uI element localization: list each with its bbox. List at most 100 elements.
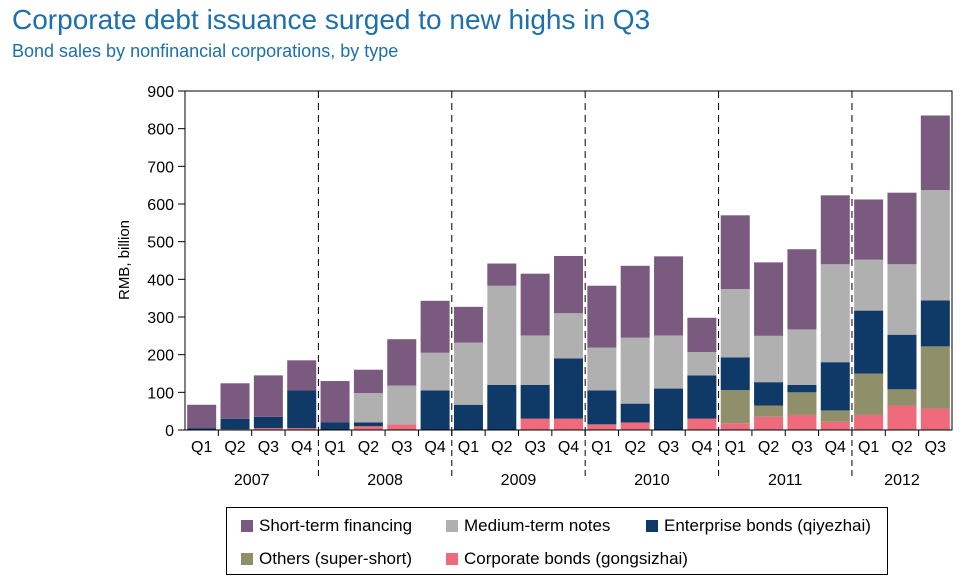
- bar-segment-others: [787, 392, 817, 415]
- legend-swatch-enterprise: [646, 520, 658, 532]
- x-tick-label: Q1: [191, 439, 212, 456]
- y-tick-label: 600: [147, 197, 174, 214]
- y-tick-label: 500: [147, 235, 174, 252]
- bar-segment-enterprise: [787, 384, 817, 393]
- bar-segment-others: [754, 405, 784, 417]
- bar-segment-short_term: [720, 215, 750, 290]
- legend-item-others: Others (super-short): [241, 549, 412, 569]
- y-axis-label: RMB, billion: [116, 220, 133, 300]
- bar-segment-enterprise: [253, 416, 283, 429]
- bar-segment-medium_term: [887, 264, 917, 335]
- bar-segment-short_term: [587, 285, 617, 348]
- bar-segment-medium_term: [620, 337, 650, 404]
- bar-segment-medium_term: [553, 313, 584, 359]
- bar-segment-enterprise: [287, 390, 317, 429]
- bar-segment-enterprise: [220, 418, 250, 430]
- x-tick-labels: Q1 Q2 Q3 Q4 Q1 Q2 Q3 Q4 Q1 Q2 Q3 Q4 Q1 Q2 Q3 Q4 Q1 Q2 Q3 Q4…: [191, 439, 946, 489]
- y-tick-label: 700: [147, 159, 174, 176]
- bar-segment-short_term: [687, 317, 717, 353]
- year-label: 2008: [367, 472, 403, 489]
- x-tick-label: Q4: [291, 439, 312, 456]
- x-tick-label: Q3: [391, 439, 412, 456]
- bar-segment-medium_term: [587, 347, 617, 391]
- bar-segment-short_term: [553, 255, 584, 314]
- bar-segment-enterprise: [520, 384, 550, 419]
- x-tick-label: Q4: [691, 439, 712, 456]
- bar-segment-short_term: [387, 339, 417, 386]
- y-tick-label: 300: [147, 310, 174, 327]
- y-tick-label: 800: [147, 122, 174, 139]
- year-label: 2007: [234, 472, 270, 489]
- bar-segment-short_term: [854, 199, 884, 260]
- chart-subtitle: Bond sales by nonfinancial corporations,…: [12, 41, 399, 61]
- bar-segment-short_term: [820, 195, 850, 265]
- x-tick-label: Q4: [825, 439, 846, 456]
- bar-segment-short_term: [420, 300, 450, 353]
- legend: Short-term financing Medium-term notes E…: [226, 507, 888, 575]
- bar-segment-others: [820, 410, 850, 422]
- y-tick-label: 0: [165, 423, 174, 440]
- bar-segment-medium_term: [854, 259, 884, 311]
- bar-segment-enterprise: [854, 310, 884, 374]
- bar-segment-corporate: [687, 418, 717, 430]
- chart-title: Corporate debt issuance surged to new hi…: [12, 4, 651, 35]
- bar-segment-short_term: [920, 115, 950, 191]
- legend-label: Short-term financing: [259, 516, 413, 535]
- legend-swatch-medium-term: [446, 520, 458, 532]
- bar-segment-others: [920, 346, 950, 409]
- bar-segment-enterprise: [587, 390, 617, 425]
- bar-segment-short_term: [453, 306, 483, 343]
- bar-segment-short_term: [887, 192, 917, 265]
- bar-segment-short_term: [187, 404, 217, 429]
- bar-segment-short_term: [754, 262, 784, 336]
- bar-segment-enterprise: [553, 358, 584, 419]
- legend-label: Medium-term notes: [464, 516, 611, 535]
- bar-segment-corporate: [787, 414, 817, 430]
- x-tick-label: Q2: [491, 439, 512, 456]
- plot-frame: [184, 90, 953, 431]
- bar-segment-short_term: [487, 263, 517, 286]
- bar-segment-enterprise: [920, 300, 950, 347]
- x-tick-label: Q1: [725, 439, 746, 456]
- x-tick-label: Q4: [558, 439, 579, 456]
- bar-segment-enterprise: [353, 422, 383, 427]
- x-tick-label: Q1: [591, 439, 612, 456]
- bar-segment-enterprise: [620, 403, 650, 423]
- bar-segment-corporate: [854, 414, 884, 430]
- bar-segment-corporate: [287, 428, 317, 430]
- bar-segment-medium_term: [420, 352, 450, 391]
- x-tick-label: Q3: [258, 439, 279, 456]
- bar-segment-enterprise: [820, 362, 850, 411]
- bar-segment-enterprise: [754, 382, 784, 406]
- bar-segment-corporate: [887, 405, 917, 430]
- x-tick-label: Q3: [658, 439, 679, 456]
- bar-segment-short_term: [287, 360, 317, 391]
- bar-segment-short_term: [353, 369, 383, 394]
- y-tick-label: 900: [147, 84, 174, 101]
- bar-segment-medium_term: [754, 335, 784, 383]
- bar-segment-enterprise: [453, 404, 483, 430]
- bar-segment-medium_term: [453, 342, 483, 405]
- bar-segment-medium_term: [387, 385, 417, 425]
- bar-segment-others: [720, 390, 750, 424]
- bar-segment-corporate: [754, 416, 784, 430]
- x-tick-label: Q3: [925, 439, 946, 456]
- bar-segment-enterprise: [687, 375, 717, 419]
- legend-item-medium-term: Medium-term notes: [446, 516, 610, 536]
- legend-label: Corporate bonds (gongsizhai): [464, 549, 688, 568]
- bar-segment-enterprise: [887, 334, 917, 390]
- legend-swatch-corporate: [446, 553, 458, 565]
- bar-segment-short_term: [787, 249, 817, 330]
- bar-segment-others: [887, 389, 917, 406]
- bar-segment-medium_term: [820, 264, 850, 363]
- bar-segment-corporate: [620, 422, 650, 430]
- bar-segment-medium_term: [687, 352, 717, 376]
- bar-chart: Q1 Q2 Q3 Q4 Q1 Q2 Q3 Q4 Q1 Q2 Q3 Q4 Q1 Q2 Q3 Q4 Q1 Q2 Q3 Q4…: [116, 84, 953, 489]
- y-tick-label: 100: [147, 385, 174, 402]
- bar-segment-enterprise: [720, 357, 750, 391]
- x-tick-label: Q2: [891, 439, 912, 456]
- bar-segment-corporate: [720, 423, 750, 430]
- legend-item-enterprise: Enterprise bonds (qiyezhai): [646, 516, 871, 536]
- x-tick-label: Q3: [791, 439, 812, 456]
- bar-segment-short_term: [654, 256, 684, 336]
